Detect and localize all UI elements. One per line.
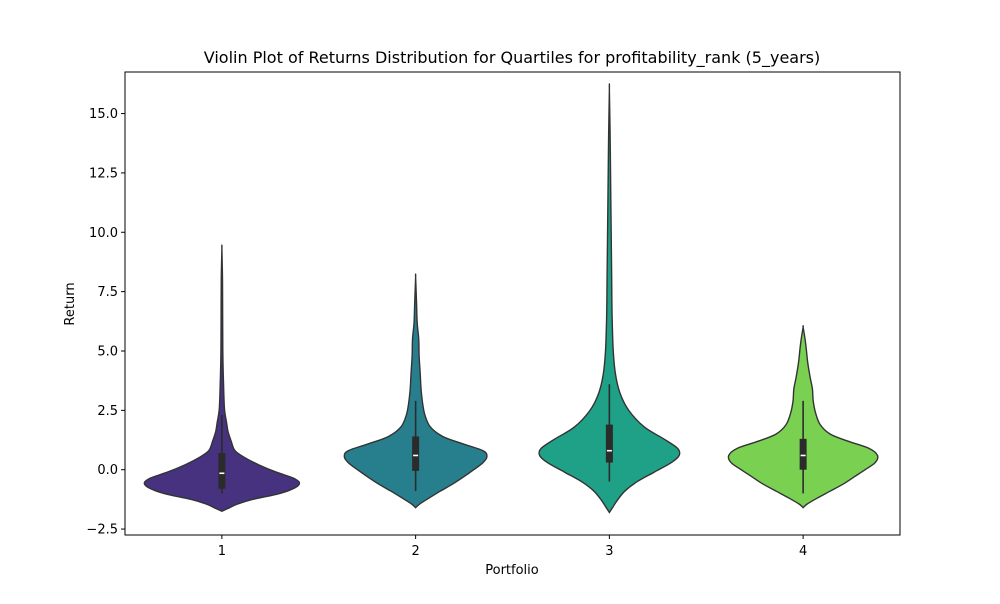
violin-body-1	[143, 244, 301, 513]
violin-body-3	[538, 83, 681, 514]
x-axis-label: Portfolio	[485, 563, 539, 578]
y-axis: −2.5 0.0 2.5 5.0 7.5 10.0 12.5 15.0	[86, 107, 125, 538]
violin-3	[538, 83, 681, 514]
violin-2	[343, 273, 488, 509]
violin-iqr-box-2	[412, 436, 420, 471]
y-tick-label: 5.0	[97, 344, 118, 359]
y-tick-label: 10.0	[89, 226, 118, 241]
y-tick-label: 12.5	[89, 166, 118, 181]
x-tick-label: 4	[799, 544, 807, 559]
violin-4	[727, 325, 879, 509]
chart-title: Violin Plot of Returns Distribution for …	[204, 48, 821, 68]
violin-1	[143, 244, 301, 513]
y-tick-label: −2.5	[86, 523, 118, 538]
x-tick-label: 3	[605, 544, 613, 559]
y-tick-label: 15.0	[89, 107, 118, 122]
plot-frame	[124, 71, 901, 536]
y-tick-label: 7.5	[97, 285, 118, 300]
y-axis-label: Return	[63, 282, 78, 325]
violins-layer	[143, 83, 879, 514]
x-tick-label: 2	[411, 544, 419, 559]
y-tick-label: 0.0	[97, 463, 118, 478]
violin-iqr-box-3	[605, 424, 613, 463]
violin-iqr-box-1	[218, 453, 226, 489]
x-axis: 1 2 3 4	[218, 535, 807, 559]
violin-body-2	[343, 273, 488, 509]
violin-iqr-box-4	[799, 438, 807, 470]
x-tick-label: 1	[218, 544, 226, 559]
y-tick-label: 2.5	[97, 404, 118, 419]
